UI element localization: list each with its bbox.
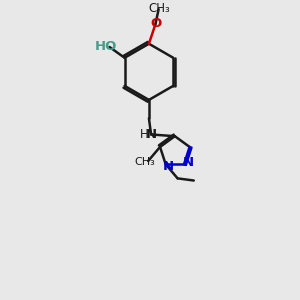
Text: HO: HO xyxy=(95,40,117,53)
Text: CH₃: CH₃ xyxy=(134,157,155,167)
Text: O: O xyxy=(151,17,162,30)
Text: N: N xyxy=(146,128,157,141)
Text: CH₃: CH₃ xyxy=(149,2,171,15)
Text: N: N xyxy=(183,156,194,169)
Text: H: H xyxy=(140,128,148,141)
Text: N: N xyxy=(163,160,174,172)
